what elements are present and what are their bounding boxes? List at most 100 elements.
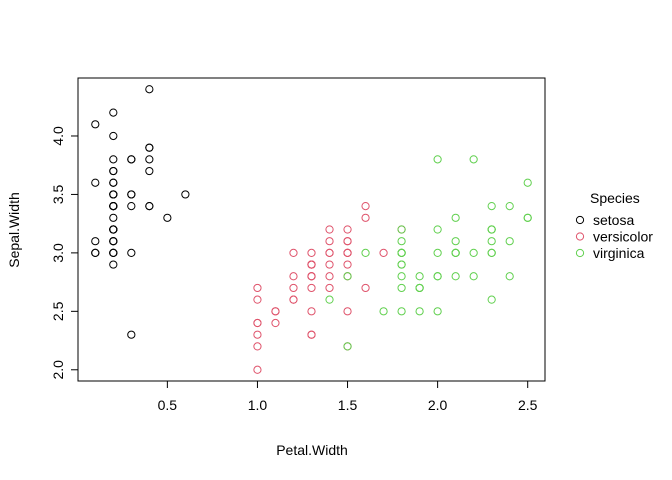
point-versicolor (325, 248, 334, 257)
point-versicolor (253, 295, 262, 304)
point-versicolor (253, 318, 262, 328)
point-versicolor (325, 283, 334, 293)
point-virginica (397, 237, 406, 246)
point-versicolor (307, 260, 316, 269)
legend-key-versicolor (575, 232, 585, 241)
point-versicolor (343, 237, 352, 246)
point-virginica (397, 307, 406, 316)
point-virginica (523, 178, 532, 187)
point-virginica (487, 202, 496, 211)
point-virginica (523, 213, 532, 222)
point-virginica (433, 248, 442, 257)
point-setosa (91, 248, 100, 257)
point-setosa (109, 190, 118, 199)
point-versicolor (253, 365, 262, 374)
x-tick-label: 1.5 (338, 397, 358, 413)
point-setosa (181, 190, 190, 199)
point-setosa (109, 260, 118, 269)
y-tick-label: 3.5 (50, 184, 66, 204)
point-versicolor (307, 272, 316, 281)
point-virginica (397, 260, 406, 269)
point-setosa (145, 166, 154, 176)
point-virginica (433, 155, 442, 164)
point-versicolor (271, 318, 280, 328)
point-setosa (109, 213, 118, 222)
plot-frame (77, 77, 546, 382)
point-virginica (487, 225, 496, 234)
y-tick-label: 3.0 (50, 243, 66, 263)
point-versicolor (289, 272, 298, 281)
legend-key-setosa (575, 215, 585, 225)
legend-label-virginica: virginica (593, 245, 645, 261)
point-versicolor (289, 295, 298, 304)
point-virginica (379, 307, 388, 316)
x-tick-label: 2.5 (518, 397, 538, 413)
point-virginica (415, 272, 424, 281)
point-virginica (505, 202, 514, 211)
x-tick-label: 1.0 (248, 397, 268, 413)
point-setosa (145, 202, 154, 211)
point-versicolor (253, 342, 262, 351)
point-versicolor (325, 237, 334, 246)
point-versicolor (361, 213, 370, 222)
point-versicolor (307, 307, 316, 316)
point-setosa (109, 131, 118, 141)
point-setosa (91, 237, 100, 246)
point-versicolor (379, 248, 388, 257)
point-setosa (109, 155, 118, 164)
point-virginica (451, 248, 460, 257)
legend-label-versicolor: versicolor (593, 229, 653, 245)
point-versicolor (361, 202, 370, 211)
point-setosa (109, 237, 118, 246)
point-virginica (469, 155, 478, 164)
point-versicolor (289, 283, 298, 293)
point-virginica (487, 237, 496, 246)
point-versicolor (361, 283, 370, 293)
point-setosa (127, 330, 136, 339)
point-virginica (397, 225, 406, 234)
point-setosa (127, 248, 136, 257)
point-virginica (451, 237, 460, 246)
x-tick-label: 0.5 (158, 397, 178, 413)
data-points (91, 85, 532, 374)
point-versicolor (325, 260, 334, 269)
legend-title: Species (590, 190, 640, 206)
point-setosa (91, 120, 100, 129)
point-versicolor (325, 225, 334, 234)
point-versicolor (307, 330, 316, 339)
point-virginica (487, 248, 496, 257)
point-setosa (127, 202, 136, 211)
point-virginica (415, 283, 424, 293)
point-setosa (109, 108, 118, 117)
point-virginica (343, 272, 352, 281)
point-versicolor (253, 283, 262, 293)
point-virginica (415, 307, 424, 316)
y-axis: 2.0 2.5 3.0 3.5 4.0 (50, 126, 79, 380)
point-virginica (343, 342, 352, 351)
point-versicolor (343, 225, 352, 234)
point-versicolor (253, 330, 262, 339)
point-versicolor (343, 307, 352, 316)
x-axis-label: Petal.Width (276, 442, 348, 458)
point-virginica (469, 248, 478, 257)
point-virginica (325, 295, 334, 304)
point-setosa (127, 190, 136, 199)
point-virginica (397, 283, 406, 293)
point-versicolor (289, 248, 298, 257)
point-virginica (487, 295, 496, 304)
point-setosa (109, 178, 118, 187)
point-setosa (109, 166, 118, 176)
x-tick-label: 2.0 (428, 397, 448, 413)
point-virginica (451, 272, 460, 281)
legend-label-setosa: setosa (593, 212, 634, 228)
point-virginica (469, 272, 478, 281)
point-virginica (451, 213, 460, 222)
y-tick-label: 4.0 (50, 126, 66, 146)
point-setosa (127, 155, 136, 164)
point-versicolor (325, 272, 334, 281)
y-axis-label: Sepal.Width (6, 192, 22, 267)
point-virginica (433, 272, 442, 281)
point-setosa (109, 202, 118, 211)
